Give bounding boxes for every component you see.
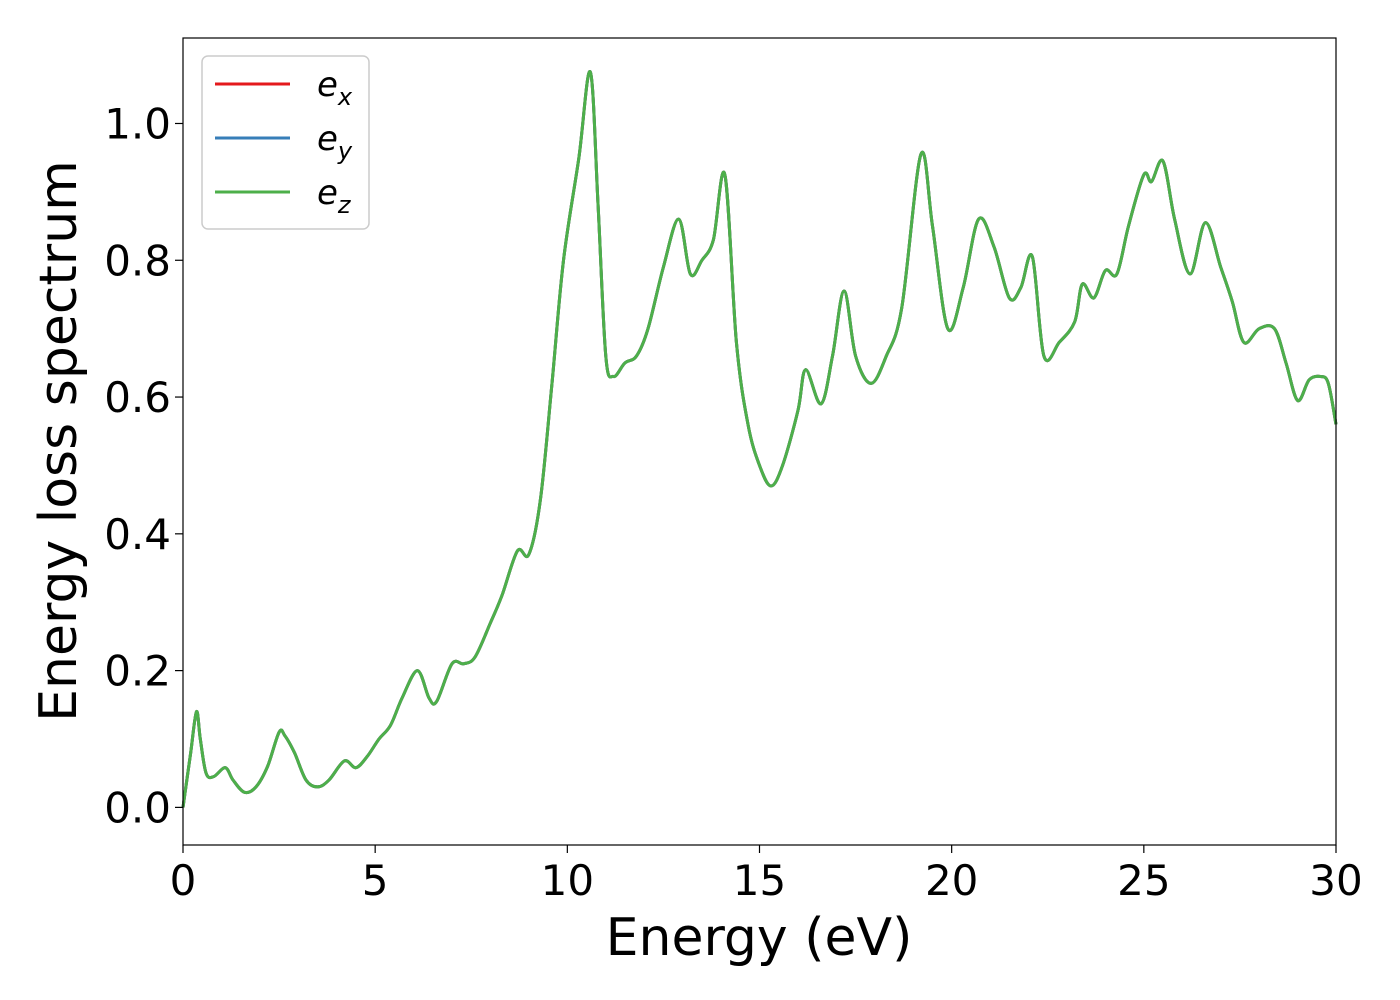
- x-tick-label: 5: [362, 856, 389, 905]
- series-line-e-z: [181, 70, 1338, 808]
- x-axis-ticks: 0 5 10 15 20 25 30: [170, 845, 1363, 905]
- legend-label-y: ey: [317, 119, 353, 165]
- legend-label-subscript: y: [337, 137, 353, 165]
- x-tick-label: 20: [925, 856, 978, 905]
- y-tick-label: 1.0: [104, 99, 171, 148]
- legend-label-subscript: z: [337, 191, 352, 219]
- y-axis-ticks: 0.0 0.2 0.4 0.6 0.8 1.0: [104, 99, 183, 832]
- legend-label-base: e: [317, 119, 338, 159]
- legend-label-base: e: [317, 173, 338, 213]
- y-tick-label: 0.2: [104, 647, 171, 696]
- x-axis-label: Energy (eV): [606, 908, 913, 968]
- x-tick-label: 0: [170, 856, 197, 905]
- y-axis-label: Energy loss spectrum: [29, 160, 89, 722]
- legend-label-base: e: [317, 65, 338, 105]
- series-layer: [181, 70, 1338, 808]
- legend-label-x: ex: [317, 65, 353, 111]
- y-tick-label: 0.8: [104, 236, 171, 285]
- y-tick-label: 0.0: [104, 783, 171, 832]
- y-tick-label: 0.4: [104, 510, 171, 559]
- x-tick-label: 10: [541, 856, 594, 905]
- y-tick-label: 0.6: [104, 373, 171, 422]
- x-tick-label: 25: [1117, 856, 1170, 905]
- legend-label-z: ez: [317, 173, 352, 219]
- legend-box: [201, 55, 370, 230]
- x-tick-label: 15: [733, 856, 786, 905]
- x-tick-label: 30: [1309, 856, 1362, 905]
- legend-label-subscript: x: [337, 83, 353, 111]
